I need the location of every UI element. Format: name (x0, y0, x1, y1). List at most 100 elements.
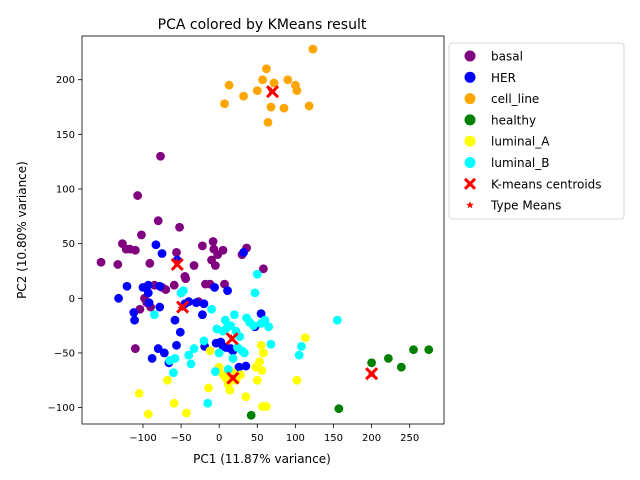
data-point (198, 310, 207, 320)
data-point (292, 86, 302, 96)
x-tick-label: 150 (324, 433, 343, 444)
data-point (239, 91, 248, 101)
data-point (170, 354, 180, 363)
series-cell_line (220, 44, 318, 127)
data-point (199, 336, 209, 346)
data-point (210, 282, 220, 292)
data-point (252, 269, 262, 279)
x-tick-label: 100 (286, 433, 305, 444)
data-point (258, 348, 268, 358)
data-point (170, 315, 180, 325)
y-tick-label: 150 (56, 130, 75, 141)
data-point (143, 409, 153, 419)
data-point (262, 64, 271, 74)
data-point (145, 258, 155, 268)
legend-label: K-means centroids (491, 177, 602, 191)
data-point (172, 248, 181, 257)
data-point (220, 279, 229, 289)
data-point (241, 361, 251, 371)
data-point (191, 298, 201, 308)
legend-swatch (466, 201, 474, 209)
data-point (210, 367, 220, 376)
data-point (297, 342, 306, 351)
type-mean-marker (229, 374, 237, 382)
data-point (225, 385, 235, 395)
data-point (249, 321, 258, 331)
data-point (252, 86, 262, 96)
data-point (144, 298, 154, 308)
data-point (169, 398, 179, 408)
x-axis-label: PC1 (11.87% variance) (193, 452, 331, 466)
legend-swatch (464, 71, 476, 83)
data-point (133, 191, 143, 200)
data-point (169, 368, 178, 378)
x-tick-label: 200 (362, 433, 381, 444)
data-point (214, 348, 224, 358)
data-point (153, 344, 163, 353)
legend-entry: cell_line (464, 92, 539, 106)
data-point (159, 348, 169, 358)
legend-label: cell_line (491, 92, 539, 106)
data-point (208, 237, 218, 246)
data-point (143, 280, 153, 290)
legend-label: Type Means (490, 199, 561, 213)
legend-swatch (464, 135, 476, 147)
legend-label: luminal_A (491, 135, 550, 149)
data-point (266, 102, 276, 112)
data-point (220, 99, 229, 109)
data-point (424, 345, 434, 355)
legend-entry: basal (464, 50, 523, 64)
data-point (204, 383, 213, 393)
data-point (257, 366, 267, 375)
data-point (150, 310, 159, 320)
legend-frame (448, 42, 625, 220)
x-tick-label: 0 (216, 433, 222, 444)
data-point (279, 103, 289, 113)
y-axis-ticks: −100 −50 0 50 100 150 200 (48, 75, 82, 414)
data-point (234, 362, 244, 372)
x-tick-label: −50 (171, 433, 192, 444)
data-point (241, 392, 251, 402)
data-point (332, 315, 342, 325)
series-luminal_B (150, 269, 342, 408)
data-point (147, 354, 157, 363)
plot-area (96, 44, 434, 420)
data-point (113, 260, 123, 269)
data-point (239, 348, 249, 358)
data-point (210, 261, 220, 270)
data-point (96, 257, 106, 267)
data-point (184, 350, 194, 360)
data-point (334, 404, 344, 414)
data-point (153, 216, 163, 226)
legend-entry: HER (464, 71, 516, 85)
data-point (155, 302, 165, 312)
data-point (205, 346, 215, 356)
chart-title: PCA colored by KMeans result (158, 17, 367, 33)
data-point (256, 340, 266, 350)
data-point (178, 286, 188, 296)
data-point (162, 375, 172, 385)
data-point (264, 322, 274, 332)
legend-entry: luminal_B (464, 156, 550, 170)
data-point (304, 101, 314, 111)
legend-label: HER (491, 71, 516, 85)
data-point (294, 350, 304, 360)
data-point (262, 402, 271, 411)
legend-swatch (464, 93, 476, 105)
data-point (230, 310, 239, 320)
x-tick-label: 50 (251, 433, 264, 444)
legend-label: healthy (491, 113, 536, 127)
data-point (383, 354, 393, 363)
data-point (203, 398, 213, 408)
legend-entry: Type Means (466, 199, 561, 213)
type-mean-marker (172, 258, 181, 266)
data-point (155, 281, 165, 291)
data-point (220, 315, 230, 325)
y-tick-label: 100 (56, 185, 75, 196)
data-point (199, 299, 209, 309)
legend-label: luminal_B (491, 156, 550, 170)
data-point (189, 344, 199, 353)
data-point (198, 241, 207, 251)
data-point (246, 410, 256, 420)
